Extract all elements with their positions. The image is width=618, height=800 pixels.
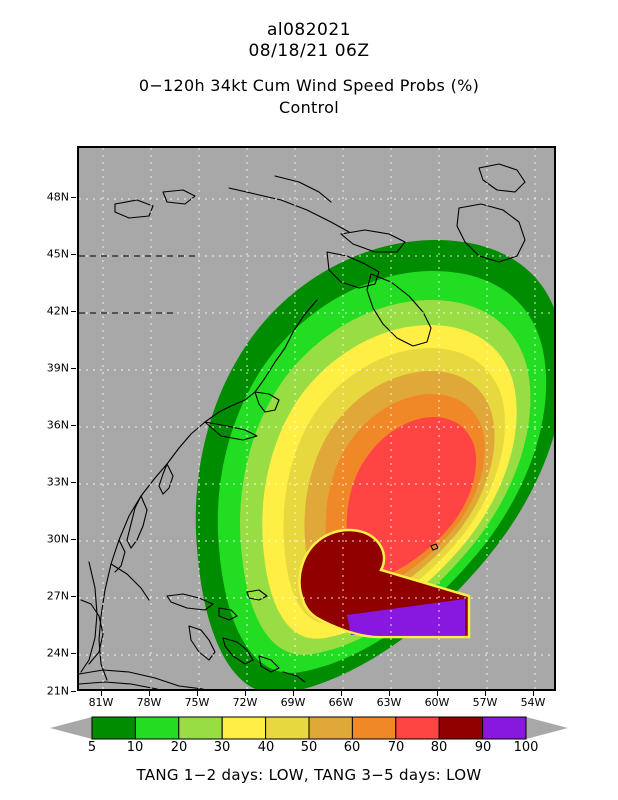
y-tick-mark xyxy=(71,254,76,255)
colorbar-label-5: 5 xyxy=(87,740,97,755)
y-tick-label-30n: 30N xyxy=(46,532,69,546)
colorbar-label-80: 80 xyxy=(430,740,448,755)
colorbar-tick-labels: 5 10 20 30 40 50 60 70 80 90 100 xyxy=(0,740,618,758)
colorbar-label-60: 60 xyxy=(343,740,361,755)
x-tick-label-75w: 75W xyxy=(184,696,210,709)
map-plot-area: 48N 45N 42N 39N 36N 33N 30N 27N 24N 21N … xyxy=(47,146,556,709)
x-tick-label-54w: 54W xyxy=(520,696,546,709)
x-tick-label-57w: 57W xyxy=(472,696,498,709)
gridlines xyxy=(79,148,554,689)
colorbar-label-30: 30 xyxy=(213,740,231,755)
probability-contour-map xyxy=(79,148,554,689)
x-tick-mark xyxy=(245,691,246,696)
y-tick-label-39n: 39N xyxy=(46,361,69,375)
x-tick-mark xyxy=(389,691,390,696)
y-tick-label-21n: 21N xyxy=(46,684,69,698)
colorbar-bands xyxy=(91,716,527,740)
band-70pct xyxy=(346,417,477,581)
x-tick-label-72w: 72W xyxy=(232,696,258,709)
x-tick-mark xyxy=(197,691,198,696)
y-tick-mark xyxy=(71,691,76,692)
y-tick-mark xyxy=(71,596,76,597)
x-tick-label-60w: 60W xyxy=(424,696,450,709)
y-tick-mark xyxy=(71,425,76,426)
y-tick-mark xyxy=(71,368,76,369)
colorbar-label-90: 90 xyxy=(474,740,492,755)
tang-summary: TANG 1−2 days: LOW, TANG 3−5 days: LOW xyxy=(136,766,482,784)
y-tick-label-45n: 45N xyxy=(46,247,69,261)
x-tick-label-78w: 78W xyxy=(136,696,162,709)
y-tick-mark xyxy=(71,653,76,654)
y-tick-label-24n: 24N xyxy=(46,646,69,660)
y-tick-mark xyxy=(71,311,76,312)
y-tick-mark xyxy=(71,539,76,540)
coastlines xyxy=(79,163,526,689)
x-tick-mark xyxy=(437,691,438,696)
colorbar-extend-left xyxy=(50,717,92,739)
colorbar-label-50: 50 xyxy=(300,740,318,755)
colorbar-label-100: 100 xyxy=(513,740,539,755)
probability-colorbar xyxy=(0,713,618,743)
chart-header: al082021 08/18/21 06Z 0−120h 34kt Cum Wi… xyxy=(0,0,618,119)
x-tick-mark xyxy=(293,691,294,696)
y-tick-label-27n: 27N xyxy=(46,589,69,603)
x-tick-label-81w: 81W xyxy=(88,696,114,709)
x-tick-label-69w: 69W xyxy=(280,696,306,709)
colorbar-extend-right xyxy=(526,717,568,739)
product-title: 0−120h 34kt Cum Wind Speed Probs (%) xyxy=(138,76,480,95)
y-tick-mark xyxy=(71,197,76,198)
colorbar-label-70: 70 xyxy=(387,740,405,755)
x-tick-mark xyxy=(149,691,150,696)
x-tick-mark xyxy=(101,691,102,696)
band-90pct-core xyxy=(347,599,465,635)
x-tick-label-63w: 63W xyxy=(376,696,402,709)
x-tick-mark xyxy=(341,691,342,696)
colorbar-label-10: 10 xyxy=(126,740,144,755)
y-tick-label-33n: 33N xyxy=(46,475,69,489)
x-tick-mark xyxy=(485,691,486,696)
storm-id: al082021 xyxy=(266,20,352,40)
x-tick-label-66w: 66W xyxy=(328,696,354,709)
y-tick-label-36n: 36N xyxy=(46,418,69,432)
member-subtitle: Control xyxy=(279,98,339,117)
y-tick-label-42n: 42N xyxy=(46,304,69,318)
y-tick-label-48n: 48N xyxy=(46,190,69,204)
colorbar-label-20: 20 xyxy=(170,740,188,755)
x-tick-mark xyxy=(533,691,534,696)
valid-datetime: 08/18/21 06Z xyxy=(248,41,370,61)
colorbar-label-40: 40 xyxy=(257,740,275,755)
y-tick-mark xyxy=(71,482,76,483)
